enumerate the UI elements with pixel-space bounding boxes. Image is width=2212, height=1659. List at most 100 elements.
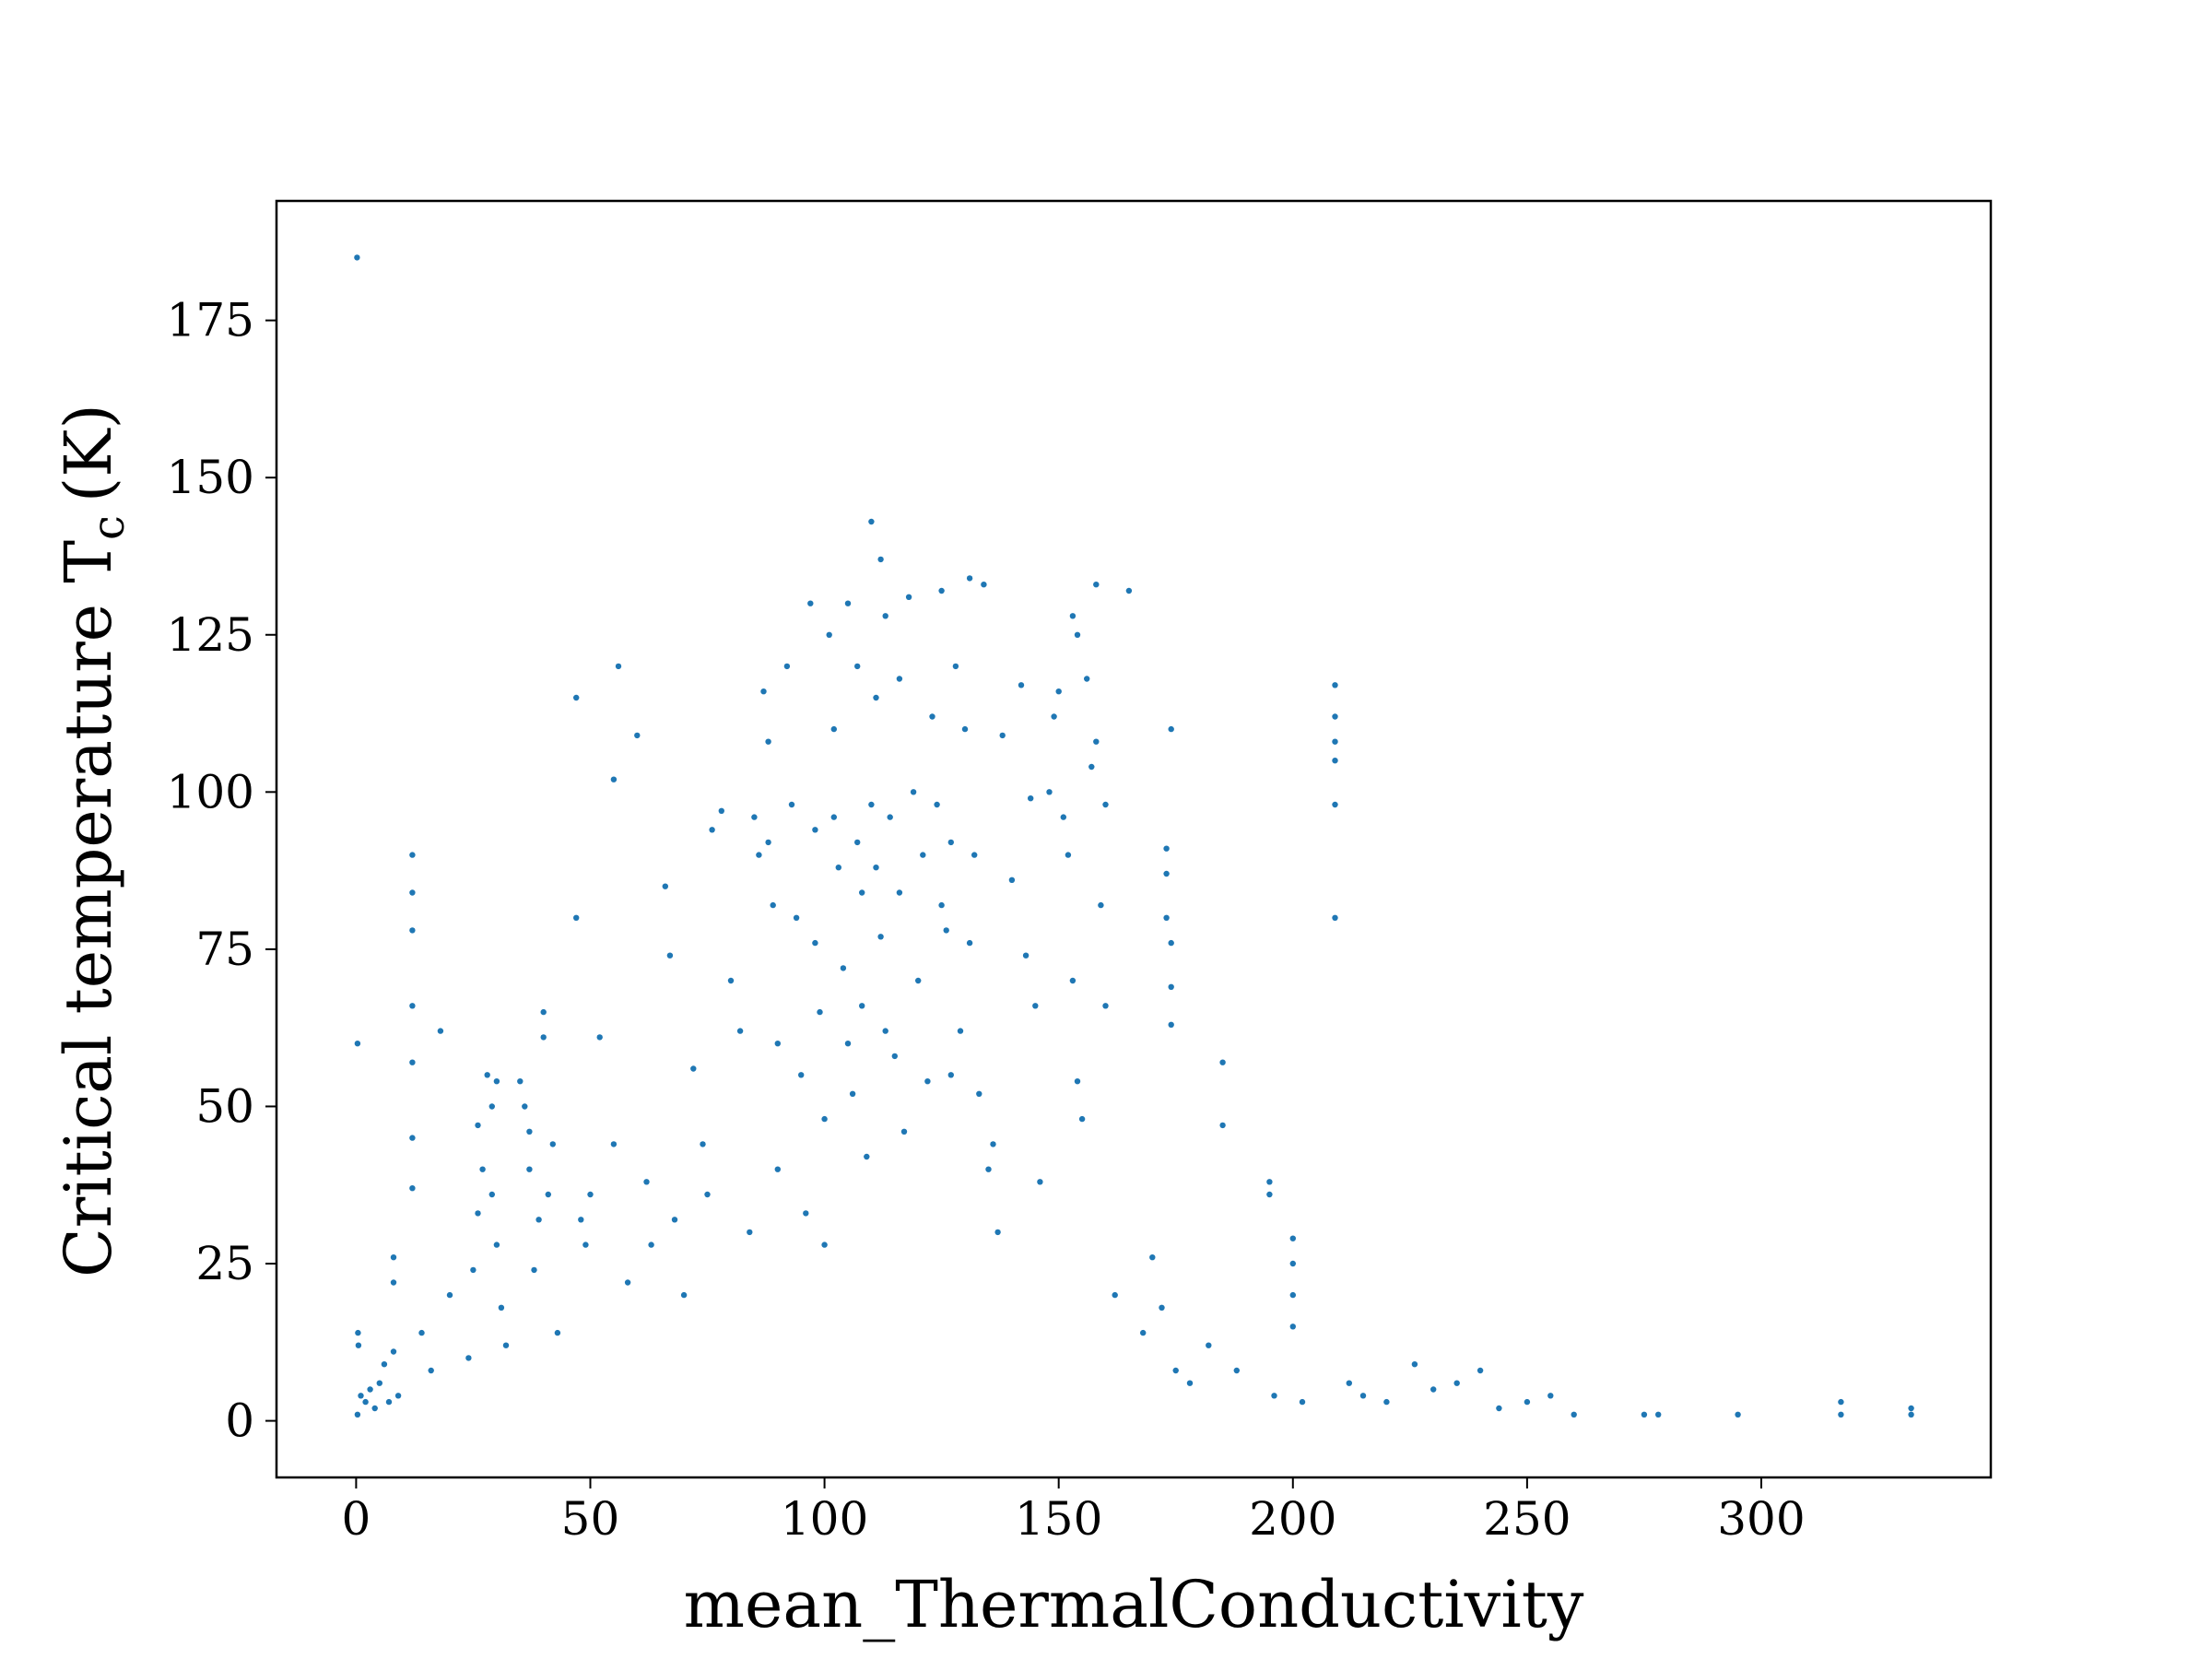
data-point	[1084, 676, 1090, 682]
data-point	[868, 518, 875, 525]
data-point	[354, 1411, 361, 1418]
data-point	[1735, 1411, 1741, 1418]
data-point	[873, 694, 879, 701]
data-point	[966, 939, 973, 947]
data-point	[1078, 1115, 1086, 1123]
data-point	[1055, 688, 1062, 695]
data-point	[355, 1342, 362, 1348]
data-point	[1032, 1003, 1039, 1009]
data-point	[877, 934, 884, 940]
data-point	[1051, 713, 1057, 720]
data-point	[966, 575, 973, 582]
data-point	[624, 1279, 631, 1286]
data-point	[493, 1078, 500, 1085]
y-tick-label: 25	[195, 1237, 254, 1290]
data-point	[915, 977, 922, 984]
data-point	[1571, 1411, 1577, 1418]
data-point	[554, 1329, 561, 1336]
data-point	[643, 1179, 650, 1185]
data-point	[475, 1210, 481, 1217]
data-point	[1069, 977, 1077, 984]
data-point	[390, 1254, 397, 1261]
data-point	[1266, 1191, 1273, 1198]
data-point	[877, 556, 884, 563]
data-point	[526, 1128, 533, 1135]
data-point	[1168, 1021, 1174, 1029]
data-point	[540, 1008, 547, 1016]
data-point	[765, 839, 771, 846]
data-point	[394, 1393, 402, 1399]
data-point	[947, 1072, 955, 1078]
data-point	[540, 1034, 547, 1041]
data-point	[1149, 1254, 1156, 1261]
data-point	[999, 732, 1006, 739]
data-point	[409, 1003, 416, 1009]
data-point	[1332, 914, 1338, 921]
data-point	[549, 1141, 556, 1147]
data-point	[376, 1380, 382, 1386]
data-point	[736, 1028, 744, 1034]
data-point	[910, 789, 917, 795]
data-point	[1037, 1179, 1043, 1185]
data-point	[1430, 1386, 1437, 1393]
data-point	[648, 1241, 654, 1248]
data-point	[971, 852, 978, 858]
data-point	[418, 1329, 425, 1336]
data-point	[812, 939, 818, 947]
data-point	[1186, 1380, 1194, 1386]
data-point	[1332, 713, 1338, 720]
data-point	[437, 1028, 444, 1034]
data-point	[1346, 1380, 1353, 1386]
data-point	[1022, 952, 1030, 959]
data-point	[1289, 1291, 1297, 1299]
data-point	[358, 1393, 364, 1399]
data-point	[830, 814, 837, 820]
data-point	[526, 1166, 533, 1172]
data-point	[545, 1191, 551, 1198]
scatter-points	[354, 254, 1914, 1418]
data-point	[1299, 1398, 1306, 1406]
data-point	[578, 1217, 584, 1223]
data-point	[756, 852, 762, 858]
data-point	[957, 1028, 964, 1034]
data-point	[610, 776, 618, 782]
data-point	[943, 927, 949, 934]
data-point	[1163, 845, 1170, 852]
data-point	[929, 713, 935, 720]
data-point	[1496, 1405, 1502, 1412]
data-point	[760, 688, 767, 695]
data-point	[1332, 738, 1338, 745]
data-point	[493, 1241, 500, 1248]
data-point	[1219, 1122, 1226, 1129]
data-point	[1289, 1324, 1297, 1330]
data-point	[821, 1241, 828, 1248]
data-point	[887, 814, 893, 820]
data-point	[1172, 1367, 1179, 1374]
data-point	[1008, 877, 1016, 883]
data-point	[680, 1291, 688, 1299]
y-axis-label-unit: (K)	[51, 404, 126, 502]
data-point	[596, 1034, 603, 1041]
data-point	[615, 663, 622, 670]
data-point	[788, 801, 795, 808]
data-point	[891, 1053, 898, 1060]
data-point	[826, 631, 832, 638]
data-point	[1069, 613, 1077, 619]
data-point	[873, 865, 879, 871]
data-point	[803, 1210, 809, 1217]
x-tick-label: 50	[561, 1492, 620, 1546]
x-tick-label: 300	[1717, 1492, 1805, 1546]
data-point	[770, 901, 776, 909]
data-point	[1163, 914, 1170, 921]
data-point	[985, 1166, 992, 1172]
data-point	[446, 1291, 453, 1299]
data-point	[610, 1141, 618, 1147]
y-axis-ticks: 0 25 50 75 100 125 150 175	[167, 294, 276, 1448]
data-point	[535, 1217, 542, 1223]
data-point	[1046, 789, 1053, 795]
data-point	[1477, 1367, 1484, 1374]
data-point	[1908, 1411, 1914, 1418]
data-point	[634, 732, 641, 739]
data-point	[573, 914, 580, 921]
